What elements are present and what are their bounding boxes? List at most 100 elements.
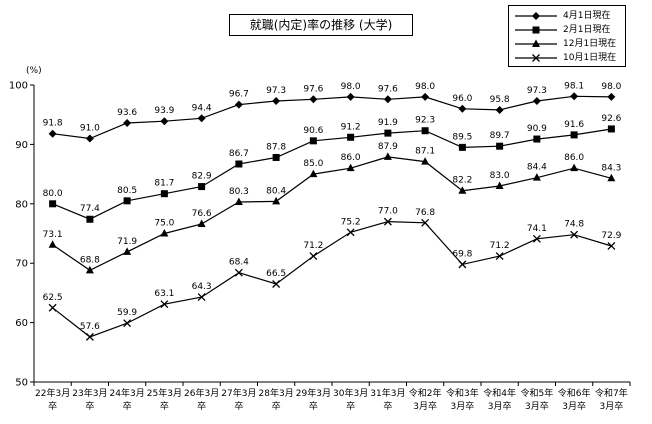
- data-label: 83.0: [490, 171, 510, 181]
- series-4: 62.5 57.6 59.9 63.1 64.3 68.4 66.5 71.2 75.2 77.0…: [43, 207, 622, 341]
- data-label: 80.3: [229, 187, 249, 197]
- data-label: 80.4: [266, 186, 286, 196]
- legend: 4月1日現在 2月1日現在 12月1日現在 10月1日現在: [508, 5, 626, 67]
- data-point: [309, 95, 318, 104]
- data-point: [458, 143, 466, 151]
- x-tick-label: 令和6年: [558, 387, 591, 399]
- data-label: 71.2: [490, 241, 510, 251]
- data-label: 85.0: [303, 159, 323, 169]
- data-point: [235, 160, 243, 168]
- data-point: [533, 135, 541, 143]
- data-point: [495, 181, 504, 189]
- data-point: [272, 153, 280, 161]
- data-label: 57.6: [80, 322, 100, 332]
- data-label: 96.0: [452, 94, 472, 104]
- legend-label: 12月1日現在: [563, 39, 617, 49]
- data-point: [383, 152, 392, 160]
- x-tick-label: 3月卒: [562, 400, 586, 412]
- data-label: 84.3: [601, 163, 621, 173]
- x-tick-label: 30年3月: [333, 387, 368, 399]
- data-point: [160, 117, 169, 126]
- data-point: [234, 100, 243, 109]
- data-point: [160, 190, 168, 198]
- data-point: [532, 234, 541, 243]
- x-tick-label: 卒: [85, 400, 94, 412]
- data-point: [458, 104, 467, 113]
- data-label: 63.1: [154, 289, 174, 299]
- data-point: [49, 200, 57, 208]
- data-label: 71.2: [303, 241, 323, 251]
- data-label: 81.7: [154, 179, 174, 189]
- data-point: [123, 247, 132, 255]
- series-1: 91.8 91.0 93.6 93.9 94.4 96.7 97.3 97.6 98.0 97.6…: [43, 81, 622, 143]
- series-2: 80.0 77.4 80.5 81.7 82.9 86.7 87.8 90.6 91.2 91.9…: [43, 114, 622, 223]
- data-point: [309, 169, 318, 178]
- legend-marker: [532, 54, 540, 62]
- data-label: 98.0: [341, 82, 361, 92]
- data-point: [160, 229, 169, 237]
- x-tick-label: 令和5年: [521, 387, 554, 399]
- data-label: 91.2: [341, 122, 361, 132]
- series-line: [52, 156, 612, 271]
- y-tick-label: 100: [9, 81, 28, 92]
- data-point: [198, 183, 206, 191]
- data-label: 76.6: [192, 209, 212, 219]
- data-label: 74.1: [527, 224, 547, 234]
- x-tick-label: 令和7年: [595, 387, 628, 399]
- data-label: 80.5: [117, 186, 137, 196]
- series-line: [52, 128, 612, 220]
- data-point: [48, 129, 57, 138]
- data-label: 86.7: [229, 149, 249, 159]
- data-point: [495, 105, 504, 114]
- data-point: [346, 92, 355, 101]
- x-tick-label: 3月卒: [451, 400, 475, 412]
- data-label: 86.0: [341, 153, 361, 163]
- legend-item: 2月1日現在: [509, 23, 627, 37]
- data-label: 76.8: [415, 208, 435, 218]
- legend-item: 12月1日現在: [509, 37, 627, 51]
- data-point: [85, 265, 94, 274]
- data-label: 80.0: [43, 189, 63, 199]
- data-label: 87.1: [415, 147, 435, 157]
- data-point: [160, 300, 169, 309]
- data-point: [607, 242, 616, 250]
- x-tick-label: 卒: [123, 400, 132, 412]
- data-point: [607, 125, 615, 133]
- data-point: [421, 157, 430, 165]
- data-label: 69.8: [452, 249, 472, 259]
- data-point: [197, 293, 206, 302]
- y-axis-unit: (%): [26, 66, 42, 76]
- data-point: [48, 303, 57, 312]
- data-label: 87.9: [378, 142, 398, 152]
- legend-swatch: [515, 39, 557, 47]
- legend-label: 4月1日現在: [563, 11, 611, 21]
- data-point: [384, 129, 392, 137]
- legend-swatch: [515, 26, 557, 34]
- legend-label: 2月1日現在: [563, 25, 611, 35]
- x-tick-label: 卒: [48, 400, 57, 412]
- data-label: 77.0: [378, 207, 398, 217]
- data-point: [197, 114, 206, 123]
- data-label: 92.6: [601, 114, 621, 124]
- x-tick-label: 卒: [160, 400, 169, 412]
- legend-marker: [532, 12, 540, 20]
- x-tick-label: 卒: [383, 400, 392, 412]
- data-point: [272, 196, 281, 205]
- x-tick-label: 卒: [197, 400, 206, 412]
- data-label: 75.0: [154, 219, 174, 229]
- data-point: [85, 332, 94, 341]
- x-tick-label: 卒: [309, 400, 318, 412]
- data-label: 64.3: [192, 282, 212, 292]
- data-label: 91.0: [80, 123, 100, 133]
- data-point: [421, 218, 430, 227]
- legend-swatch: [515, 54, 557, 62]
- x-tick-label: 令和4年: [483, 387, 516, 399]
- series-3: 73.1 68.8 71.9 75.0 76.6 80.3 80.4 85.0 86.0 87.9…: [43, 142, 621, 274]
- legend-item: 4月1日現在: [509, 9, 627, 23]
- data-label: 97.3: [527, 86, 547, 96]
- data-label: 98.0: [415, 82, 435, 92]
- x-tick-label: 3月卒: [525, 400, 549, 412]
- data-label: 87.8: [266, 142, 286, 152]
- data-label: 95.8: [490, 95, 510, 105]
- y-tick-label: 70: [15, 259, 28, 270]
